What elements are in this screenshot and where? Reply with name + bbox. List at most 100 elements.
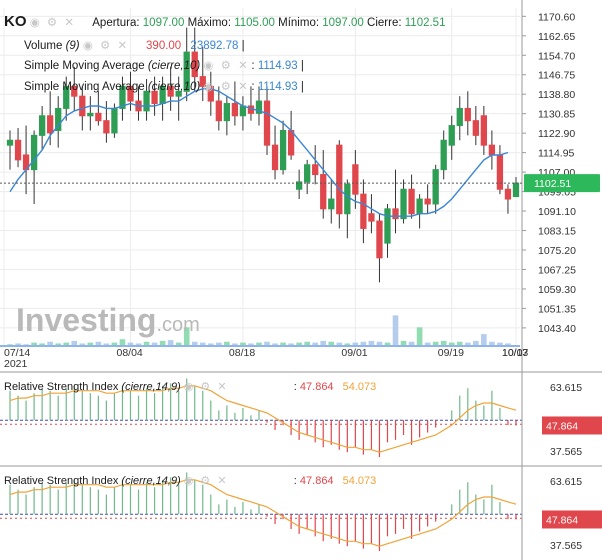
rsi-value-tag: [542, 510, 602, 529]
sma1-value: 1114.93: [257, 60, 298, 72]
sma1-legend-icons[interactable]: ◉ ⚙ ✕: [203, 60, 250, 72]
volume-bar: [280, 342, 286, 346]
volume-bar: [71, 340, 78, 346]
candle-body: [312, 164, 319, 176]
volume-bar: [256, 342, 262, 346]
volume-bar: [456, 341, 463, 346]
candle-body: [295, 181, 303, 190]
volume-bars: [0, 315, 520, 347]
candle-body: [344, 183, 351, 215]
rsi2-signal: 54.073: [342, 475, 377, 487]
volume-bar: [368, 340, 375, 346]
volume-bar: [296, 342, 302, 346]
last-price-tag: [524, 174, 600, 193]
candle-body: [95, 112, 102, 122]
volume-bar: [336, 342, 343, 346]
candle-body: [119, 85, 126, 109]
volume-bar: [264, 341, 270, 346]
candle-body: [336, 144, 343, 215]
candle-body: [255, 100, 263, 114]
volume-bar: [360, 341, 367, 346]
candle-body: [440, 139, 447, 171]
rsi-y-tick: 63.615: [550, 476, 582, 488]
x-tick-label: 08/04: [116, 347, 142, 359]
volume-bar: [151, 342, 158, 346]
volume-bar: [175, 342, 182, 346]
y-tick-label: 1146.75: [538, 70, 575, 82]
candle-body: [464, 107, 471, 122]
volume-bar: [489, 341, 495, 346]
volume-legend-icons[interactable]: ◉ ⚙ ✕: [82, 40, 130, 52]
candle-body: [87, 112, 94, 117]
candle-body: [207, 85, 214, 102]
candle-body: [38, 115, 46, 136]
volume-bar: [464, 342, 471, 346]
x-tick-label: 10/17: [502, 347, 528, 359]
volume-bar: [103, 343, 110, 346]
x-tick-label: 08/18: [229, 347, 255, 359]
rsi2-legend: Relative Strength Index (cierre,14,9) ◉ …: [4, 475, 377, 487]
y-tick-label: 1122.90: [538, 128, 575, 140]
candle-body: [263, 100, 271, 146]
candle-body: [103, 120, 110, 134]
y-tick-label: 1075.20: [538, 245, 576, 257]
rsi-signal-line: [9, 385, 517, 453]
volume-bar: [497, 342, 503, 346]
grid: [0, 8, 520, 346]
volume-bar: [55, 343, 62, 346]
rsi-panel-2: 63.615 37.565 47.864: [0, 472, 602, 552]
candle-body: [231, 103, 239, 117]
candle-body: [368, 213, 375, 222]
volume-bar: [47, 341, 53, 346]
rsi2-legend-icons[interactable]: ◉ ⚙ ✕: [183, 475, 229, 487]
volume-legend: Volume (9) ◉ ⚙ ✕ 390.00 23892.78 |: [24, 40, 245, 52]
candle-body: [6, 139, 14, 146]
y-tick-label: 1162.65: [538, 31, 575, 43]
close-label: Cierre:: [367, 17, 402, 29]
volume-bar: [31, 342, 37, 346]
candle-body: [199, 76, 206, 87]
symbol-label: KO: [4, 13, 27, 30]
high-label: Máximo:: [187, 17, 232, 29]
volume-bar: [95, 341, 102, 346]
rsi1-legend: Relative Strength Index (cierre,14,9) ◉ …: [4, 381, 377, 393]
candle-body: [111, 107, 118, 134]
volume-bar: [400, 340, 407, 346]
y-tick-label: 1091.10: [538, 206, 576, 218]
volume-bar: [424, 342, 431, 346]
ohlc-header: KO ◉ ⚙ ✕ Apertura: 1097.00 Máximo: 1105.…: [4, 13, 445, 30]
candle-body: [143, 90, 150, 112]
sma2-legend-icons[interactable]: ◉ ⚙ ✕: [203, 81, 250, 93]
candle-body: [416, 198, 423, 215]
rsi-signal-line: [9, 479, 517, 547]
candle-body: [167, 85, 174, 97]
y-tick-label: 1138.80: [538, 89, 575, 101]
rsi-y-tick: 37.565: [550, 446, 582, 458]
rsi-value-tag-label: 47.864: [546, 514, 578, 526]
volume-bar: [143, 341, 150, 346]
candle-body: [360, 193, 367, 229]
y-tick-label: 1051.35: [538, 303, 576, 315]
candle-body: [424, 198, 431, 205]
volume-bar: [288, 343, 294, 346]
candle-body: [448, 125, 455, 146]
volume-bar: [127, 342, 134, 346]
candle-body: [320, 174, 327, 210]
rsi-value-tag: [542, 416, 602, 435]
x-tick-label: 09/01: [341, 347, 367, 359]
candle-body: [215, 100, 222, 122]
legend-icons[interactable]: ◉ ⚙ ✕: [29, 17, 77, 29]
candle-body: [175, 90, 182, 97]
volume-bar: [320, 340, 327, 346]
volume-bar: [87, 342, 94, 346]
volume-bar: [159, 340, 166, 346]
rsi1-legend-icons[interactable]: ◉ ⚙ ✕: [183, 381, 229, 393]
candle-body: [496, 154, 504, 190]
rsi1-value: 47.864: [299, 381, 334, 393]
rsi2-value: 47.864: [299, 475, 334, 487]
x-tick-label: 2021: [4, 358, 28, 370]
volume-bar: [448, 342, 455, 346]
candle-body: [456, 107, 463, 127]
